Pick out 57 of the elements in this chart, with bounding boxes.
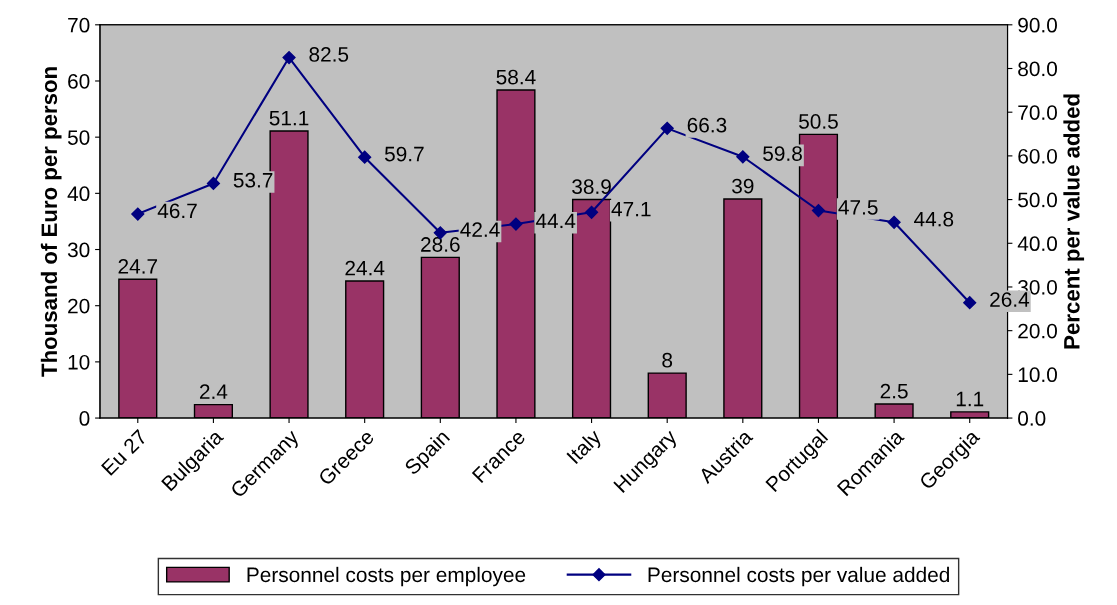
data-label: 24.7	[118, 259, 158, 274]
data-label: 38.9	[572, 179, 611, 195]
data-label: 46.7	[157, 203, 197, 219]
data-label: 42.4	[460, 222, 500, 237]
y2-tick-label: 0.0	[1018, 411, 1046, 426]
y-tick-label: 0	[79, 411, 90, 426]
x-tick-label: Eu 27	[100, 428, 148, 476]
y2-tick-label: 50.0	[1018, 192, 1057, 208]
point	[963, 296, 977, 310]
y2-tick-label: 90.0	[1018, 17, 1057, 33]
data-label: 66.3	[687, 117, 727, 133]
y2-axis-title: Percent per value added	[1063, 94, 1085, 349]
data-label: 59.8	[763, 146, 802, 161]
data-label: 53.7	[233, 172, 273, 188]
legend-label: Personnel costs per value added	[648, 566, 949, 587]
data-label: 47.1	[611, 201, 651, 217]
data-label: 28.6	[421, 237, 460, 252]
x-tick-label: Italy	[565, 427, 606, 468]
data-label: 50.5	[799, 114, 838, 129]
point	[509, 217, 523, 231]
y2-tick-label: 20.0	[1018, 323, 1057, 339]
data-label: 44.8	[914, 211, 954, 227]
y2-tick-label: 80.0	[1018, 61, 1057, 77]
data-label: 8	[662, 352, 673, 368]
data-label: 47.5	[838, 200, 878, 215]
y2-tick-label: 60.0	[1018, 148, 1057, 164]
y2-tick-label: 70.0	[1018, 105, 1057, 120]
y2-tick-label: 40.0	[1017, 236, 1057, 252]
data-label: 2.5	[880, 383, 908, 399]
data-label: 24.4	[345, 260, 385, 276]
point	[206, 176, 221, 191]
y-tick-label: 20	[68, 298, 90, 314]
point	[282, 50, 296, 65]
data-label: 2.4	[199, 384, 228, 399]
data-label: 58.4	[496, 69, 536, 85]
y-tick-label: 50	[67, 130, 90, 145]
point	[584, 205, 599, 219]
y-axis-title: Thousand of Euro per person	[40, 67, 62, 377]
data-label: 51.1	[269, 110, 309, 126]
data-label: 1.1	[956, 391, 984, 407]
point	[358, 150, 372, 164]
y-tick-label: 70	[68, 17, 90, 33]
y2-tick-label: 10.0	[1018, 367, 1057, 383]
point	[131, 207, 145, 221]
y-tick-label: 40	[67, 186, 90, 202]
legend-label: Personnel costs per employee	[247, 566, 526, 587]
y-tick-label: 60	[68, 73, 90, 89]
y-tick-label: 10	[68, 354, 90, 370]
point	[887, 215, 901, 229]
point	[811, 203, 826, 218]
data-label: 59.7	[384, 146, 424, 162]
data-label: 39	[732, 178, 754, 194]
data-label: 44.4	[535, 213, 576, 229]
y-tick-label: 30	[67, 242, 90, 258]
data-label: 82.5	[309, 47, 349, 62]
point	[660, 121, 674, 135]
point	[736, 150, 750, 164]
